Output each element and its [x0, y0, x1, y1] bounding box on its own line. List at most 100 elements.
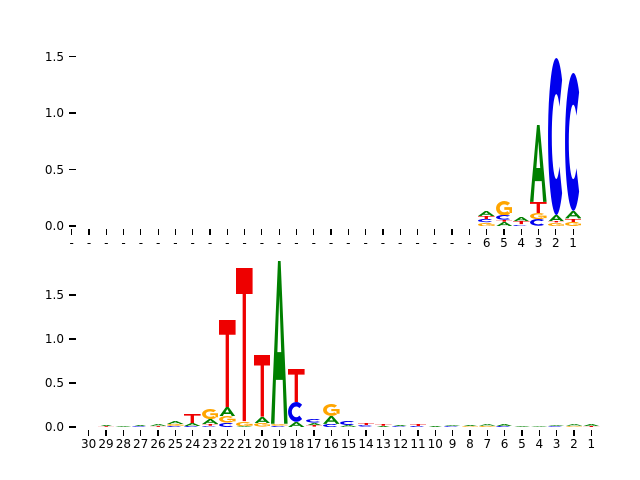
- xtick-mark: [365, 430, 367, 436]
- xtick-label: -: [242, 236, 247, 250]
- logo-letter-T: [547, 221, 565, 223]
- logo-letter-G: [271, 424, 288, 426]
- logo-letter-A: [392, 424, 409, 427]
- xtick-mark: [365, 229, 367, 235]
- logo-letter-C: [305, 419, 323, 423]
- logo-letter-C: [548, 426, 565, 427]
- xtick-mark: [88, 229, 90, 235]
- xtick-mark: [486, 229, 488, 235]
- xtick-mark: [417, 430, 419, 436]
- xtick-label: 3: [552, 437, 561, 451]
- logo-letter-T: [288, 368, 305, 403]
- logo-letter-T: [478, 216, 495, 220]
- logo-letter-G: [479, 425, 496, 427]
- logo-letter-A: [427, 425, 444, 427]
- xtick-mark: [157, 430, 159, 436]
- logo-letter-T: [201, 424, 219, 427]
- logo-letter-T: [495, 220, 513, 222]
- xtick-label: 24: [185, 437, 201, 451]
- ytick-label: 1.5: [44, 288, 64, 302]
- xtick-mark: [400, 430, 402, 436]
- xtick-mark: [382, 430, 384, 436]
- xtick-label: 4: [517, 236, 526, 250]
- xtick-label: 12: [392, 437, 409, 451]
- xtick-mark: [434, 229, 436, 235]
- xtick-mark: [278, 229, 280, 235]
- xtick-label: 23: [202, 437, 218, 451]
- logo-letter-G: [461, 426, 479, 427]
- ytick-label: 0.0: [44, 219, 64, 233]
- xtick-label: -: [86, 236, 92, 250]
- xtick-mark: [296, 430, 298, 436]
- xtick-label: 1: [587, 437, 596, 451]
- logo-letter-T: [236, 268, 253, 422]
- xtick-label: -: [363, 236, 368, 250]
- logo-letter-A: [167, 421, 184, 424]
- xtick-label: 13: [375, 437, 391, 451]
- ytick-mark: [69, 382, 76, 384]
- logo-letter-G: [564, 222, 582, 226]
- ytick-label: 1.0: [44, 332, 64, 346]
- logo-letter-C: [496, 425, 513, 427]
- xtick-mark: [226, 229, 228, 235]
- logo-letter-T: [184, 413, 201, 423]
- xtick-mark: [590, 430, 592, 436]
- ytick-mark: [69, 168, 76, 171]
- logo-letter-C: [495, 215, 513, 220]
- xtick-label: 5: [500, 236, 508, 250]
- xtick-mark: [313, 229, 315, 235]
- xtick-mark: [122, 229, 125, 235]
- logo-letter-G: [253, 423, 271, 427]
- xtick-label: 6: [482, 236, 491, 250]
- logo-letter-A: [564, 211, 582, 219]
- xtick-mark: [573, 430, 575, 436]
- xtick-label: 19: [271, 437, 287, 451]
- xtick-label: -: [346, 236, 351, 250]
- xtick-label: 4: [535, 437, 544, 451]
- xtick-mark: [434, 430, 436, 436]
- logo-letter-A: [478, 424, 496, 426]
- logo-letter-T: [512, 221, 530, 225]
- xtick-label: 8: [466, 437, 474, 451]
- xtick-label: -: [415, 236, 420, 250]
- logo-letter-T: [564, 218, 582, 223]
- xtick-mark: [192, 229, 194, 235]
- xtick-mark: [416, 229, 419, 235]
- ytick-label: 0.0: [44, 420, 64, 434]
- xtick-label: -: [207, 236, 213, 250]
- logo-letter-T: [409, 423, 427, 426]
- xtick-label: 7: [483, 437, 492, 451]
- logo-letter-A: [149, 424, 167, 427]
- xtick-label: -: [190, 236, 195, 250]
- xtick-mark: [209, 430, 211, 436]
- xtick-mark: [486, 430, 488, 436]
- logo-letter-A: [115, 425, 132, 427]
- xtick-mark: [469, 430, 471, 436]
- logo-letter-T: [149, 426, 167, 427]
- xtick-mark: [261, 430, 263, 436]
- logo-letter-G: [219, 416, 236, 424]
- xtick-label: -: [311, 236, 316, 250]
- xtick-label: 15: [341, 437, 357, 451]
- logo-letter-C: [340, 421, 357, 426]
- xtick-mark: [174, 229, 177, 235]
- xtick-label: 1: [569, 236, 577, 250]
- xtick-mark: [192, 430, 194, 436]
- logo-letter-T: [530, 201, 547, 213]
- logo-letter-T: [582, 425, 600, 427]
- xtick-label: -: [467, 236, 472, 250]
- logo-letter-C: [184, 425, 201, 427]
- xtick-mark: [538, 430, 540, 436]
- logo-letter-C: [132, 426, 149, 427]
- logo-letter-C: [547, 57, 565, 215]
- xtick-mark: [105, 430, 107, 436]
- xtick-mark: [226, 430, 228, 436]
- logo-letter-A: [582, 423, 600, 426]
- xtick-mark: [503, 229, 505, 235]
- xtick-label: 26: [150, 437, 166, 451]
- logo-letter-C: [409, 425, 427, 427]
- logo-letter-G: [236, 421, 253, 426]
